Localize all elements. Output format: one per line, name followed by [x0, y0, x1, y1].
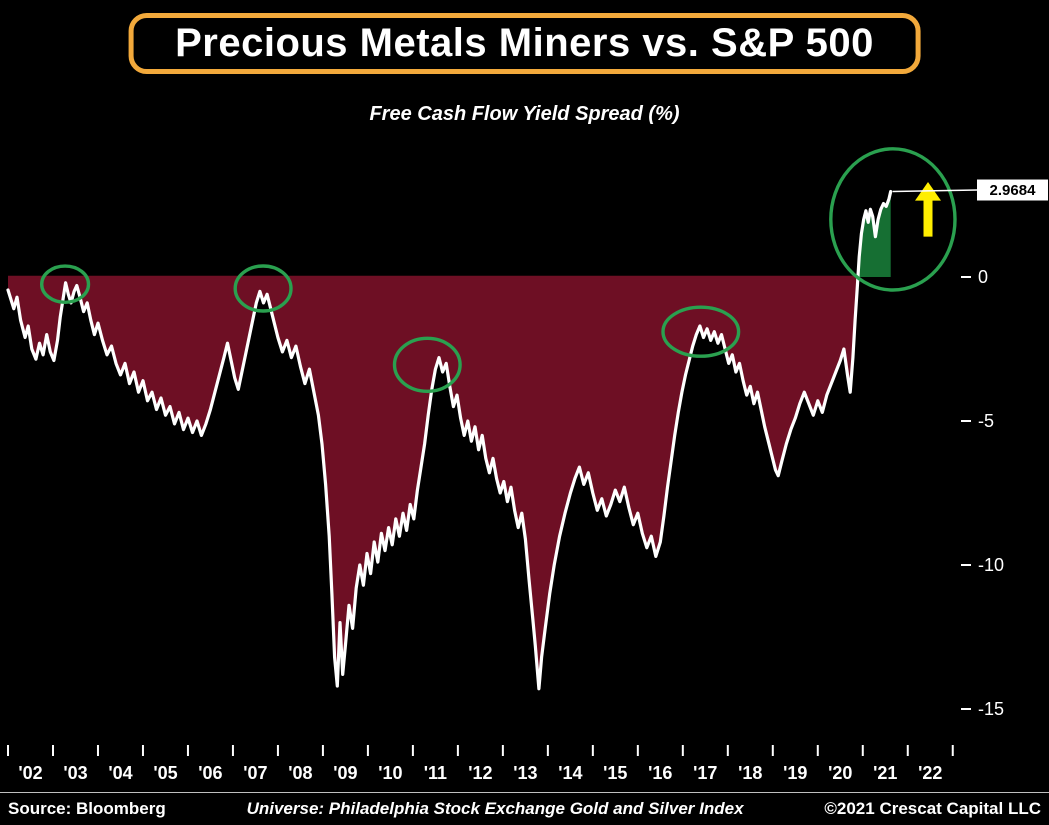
up-arrow-icon	[915, 181, 942, 237]
x-tick-label: '16	[648, 763, 672, 783]
x-tick-label: '06	[198, 763, 222, 783]
x-tick-label: '05	[153, 763, 177, 783]
x-tick-label: '22	[918, 763, 942, 783]
chart-subtitle: Free Cash Flow Yield Spread (%)	[369, 103, 680, 125]
value-label: 2.9684	[990, 182, 1037, 199]
chart-title-box: Precious Metals Miners vs. S&P 500	[128, 13, 921, 74]
area-positive	[8, 191, 891, 277]
y-tick-label: -5	[978, 411, 994, 431]
y-tick-label: -15	[978, 699, 1004, 719]
footer-bar: Source: Bloomberg Universe: Philadelphia…	[0, 792, 1049, 825]
highlight-circle	[233, 264, 293, 313]
y-tick-label: 0	[978, 267, 988, 287]
x-tick-label: '03	[63, 763, 87, 783]
x-tick-label: '10	[378, 763, 402, 783]
highlight-circle	[661, 305, 741, 358]
x-tick-label: '14	[558, 763, 582, 783]
chart-title: Precious Metals Miners vs. S&P 500	[175, 21, 874, 65]
series-line	[6, 189, 893, 691]
highlight-circle	[829, 147, 957, 292]
y-tick-label: -10	[978, 555, 1004, 575]
x-tick-label: '04	[108, 763, 132, 783]
x-tick-label: '20	[828, 763, 852, 783]
x-tick-label: '12	[468, 763, 492, 783]
x-tick-label: '19	[783, 763, 807, 783]
axes: '02 '03 '04 '05 '06 '07 '08 '09 '10 '11 '12 '13 '14 '…	[7, 267, 1004, 783]
x-tick-label: '07	[243, 763, 267, 783]
area-negative	[8, 277, 891, 689]
footer-source: Source: Bloomberg	[8, 799, 166, 818]
x-tick-label: '15	[603, 763, 627, 783]
highlight-circle	[392, 336, 462, 393]
value-label-box	[977, 179, 1048, 201]
value-callout: 2.9684	[892, 179, 1048, 201]
x-tick-label: '08	[288, 763, 312, 783]
series-line-group	[6, 189, 893, 691]
x-tick-label: '02	[18, 763, 42, 783]
footer-copyright: ©2021 Crescat Capital LLC	[824, 799, 1041, 818]
x-tick-label: '21	[873, 763, 897, 783]
area-fills	[8, 191, 891, 689]
callout-line	[892, 189, 978, 193]
x-tick-label: '11	[424, 763, 447, 783]
x-tick-label: '17	[693, 763, 717, 783]
annotations	[39, 147, 957, 393]
x-tick-label: '18	[738, 763, 762, 783]
x-tick-label: '09	[333, 763, 357, 783]
footer-universe: Universe: Philadelphia Stock Exchange Go…	[246, 799, 744, 818]
highlight-circle	[39, 264, 91, 305]
x-tick-label: '13	[513, 763, 537, 783]
